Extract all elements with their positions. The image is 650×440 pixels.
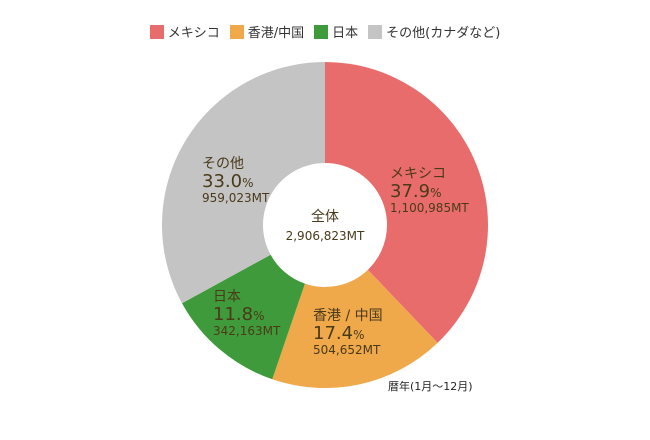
legend-swatch bbox=[229, 24, 244, 39]
legend-swatch bbox=[368, 24, 383, 39]
slice-name-label: 香港 / 中国 bbox=[313, 308, 383, 324]
donut-slice bbox=[325, 62, 488, 343]
slice-value-label: 1,100,985MT bbox=[390, 201, 469, 215]
legend-label: その他(カナダなど) bbox=[386, 26, 501, 41]
chart-legend: メキシコ 香港/中国 日本 その他(カナダなど) bbox=[0, 22, 650, 41]
slice-percent-label: 11.8% bbox=[213, 304, 264, 325]
legend-swatch bbox=[149, 24, 164, 39]
donut-slice bbox=[162, 62, 325, 304]
legend-label: 日本 bbox=[332, 26, 359, 41]
center-total: 2,906,823MT bbox=[286, 229, 365, 243]
slice-value-label: 504,652MT bbox=[313, 343, 381, 357]
slice-value-label: 342,163MT bbox=[213, 324, 281, 338]
slice-value-label: 959,023MT bbox=[202, 191, 270, 205]
slice-name-label: 日本 bbox=[213, 289, 241, 305]
legend-item: その他(カナダなど) bbox=[368, 22, 500, 41]
center-title: 全体 bbox=[311, 208, 339, 225]
period-footnote: 暦年(1月〜12月) bbox=[388, 380, 473, 393]
legend-item: 香港/中国 bbox=[229, 22, 305, 41]
slice-percent-label: 37.9% bbox=[390, 181, 441, 202]
legend-item: メキシコ bbox=[149, 22, 220, 41]
legend-label: メキシコ bbox=[167, 26, 220, 41]
slice-name-label: その他 bbox=[202, 156, 244, 172]
slice-percent-label: 33.0% bbox=[202, 171, 253, 192]
legend-item: 日本 bbox=[314, 22, 358, 41]
donut-slice bbox=[272, 269, 438, 388]
donut-slice bbox=[181, 254, 305, 380]
legend-swatch bbox=[314, 24, 329, 39]
slice-name-label: メキシコ bbox=[390, 166, 446, 182]
slice-percent-label: 17.4% bbox=[313, 323, 364, 344]
legend-label: 香港/中国 bbox=[247, 26, 305, 41]
